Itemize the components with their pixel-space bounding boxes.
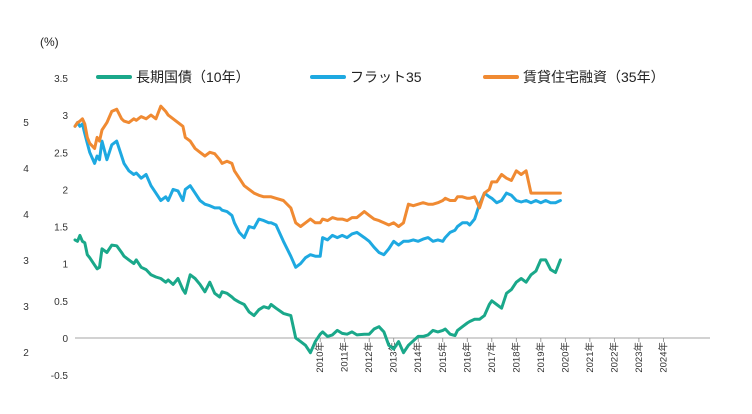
y-tick-label: 1.5 bbox=[54, 223, 68, 234]
x-tick-label: 2020年 bbox=[559, 342, 571, 373]
y-tick-label: 0.5 bbox=[54, 297, 68, 308]
x-tick-label: 2010年 bbox=[314, 342, 326, 373]
y-tick-label: 1 bbox=[62, 260, 68, 271]
series-lines bbox=[73, 104, 562, 355]
x-tick-label: 2011年 bbox=[339, 342, 351, 372]
y-tick-label: 3.5 bbox=[54, 74, 68, 85]
stray-left-label: 3 bbox=[23, 302, 29, 313]
series-line-0 bbox=[73, 233, 562, 355]
stray-left-label: 3 bbox=[23, 256, 29, 267]
x-tick-label: 2023年 bbox=[633, 342, 645, 373]
legend-label: フラット35 bbox=[350, 69, 422, 85]
x-tick-label: 2017年 bbox=[486, 342, 498, 373]
legend-label: 賃貸住宅融資（35年） bbox=[523, 69, 665, 85]
x-axis-ticks: 2010年 2011年 2012年 2013年 2014年 2015年 2016年 2017年… bbox=[314, 338, 669, 373]
y-tick-label: 0 bbox=[62, 334, 68, 345]
x-tick-label: 2014年 bbox=[412, 342, 424, 373]
x-tick-label: 2012年 bbox=[363, 342, 375, 373]
x-tick-label: 2013年 bbox=[388, 342, 400, 373]
x-tick-label: 2018年 bbox=[510, 342, 522, 373]
x-tick-label: 2019年 bbox=[535, 342, 547, 373]
y-axis-unit-label: (%) bbox=[40, 35, 59, 49]
legend-label: 長期国債（10年） bbox=[136, 69, 250, 85]
y-tick-label: 2.5 bbox=[54, 148, 68, 159]
series-line-2 bbox=[73, 104, 562, 228]
stray-left-labels: 5 4 4 3 3 2 bbox=[23, 118, 29, 359]
y-tick-label: 3 bbox=[62, 111, 68, 122]
y-tick-label: -0.5 bbox=[51, 371, 69, 382]
y-tick-label: 2 bbox=[62, 185, 68, 196]
stray-left-label: 4 bbox=[23, 164, 29, 175]
series-line-1 bbox=[73, 121, 562, 269]
x-tick-label: 2024年 bbox=[657, 342, 669, 373]
x-tick-label: 2021年 bbox=[584, 342, 596, 373]
x-tick-label: 2022年 bbox=[608, 342, 620, 373]
stray-left-label: 5 bbox=[23, 118, 29, 129]
x-tick-label: 2016年 bbox=[461, 342, 473, 373]
legend: 長期国債（10年） フラット35 賃貸住宅融資（35年） bbox=[96, 69, 665, 85]
x-tick-label: 2015年 bbox=[437, 342, 449, 373]
y-axis-ticks: 3.5 3 2.5 2 1.5 1 0.5 0 -0.5 bbox=[51, 74, 69, 382]
stray-left-label: 4 bbox=[23, 210, 29, 221]
stray-left-label: 2 bbox=[23, 348, 29, 359]
